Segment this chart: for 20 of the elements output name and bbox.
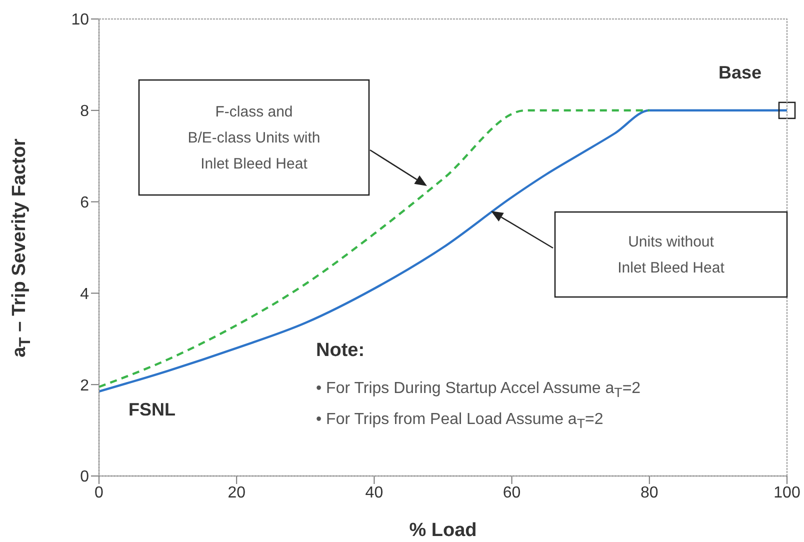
x-tick-label: 20: [228, 484, 246, 502]
y-tick-label: 6: [80, 194, 90, 212]
annotation: • For Trips from Peal Load Assume a$_{T}$=2: [316, 411, 604, 432]
annotation: • For Trips During Startup Accel Assume a$_{T}$=2: [316, 380, 641, 400]
y-tick-label: 4: [80, 286, 90, 303]
x-tick-label: 40: [365, 484, 384, 502]
x-tick-label: 100: [774, 484, 800, 502]
annotation: FSNL: [128, 399, 176, 420]
x-tick-label: 0: [94, 484, 104, 502]
y-tick-label: 8: [80, 103, 90, 120]
x-tick-label: 60: [502, 484, 521, 502]
annotation: Base: [718, 62, 762, 82]
x-axis-title: % Load: [409, 520, 477, 541]
x-tick-label: 80: [640, 484, 658, 502]
y-tick-label: 2: [80, 377, 90, 394]
annotation: F-class and B/E-class Units with Inlet Bleed Heat: [188, 104, 320, 172]
annotation: Note:: [316, 340, 365, 362]
y-tick-label: 10: [71, 12, 90, 29]
annotation: Units without Inlet Bleed Heat: [618, 234, 726, 276]
y-tick-label: 0: [80, 468, 90, 486]
